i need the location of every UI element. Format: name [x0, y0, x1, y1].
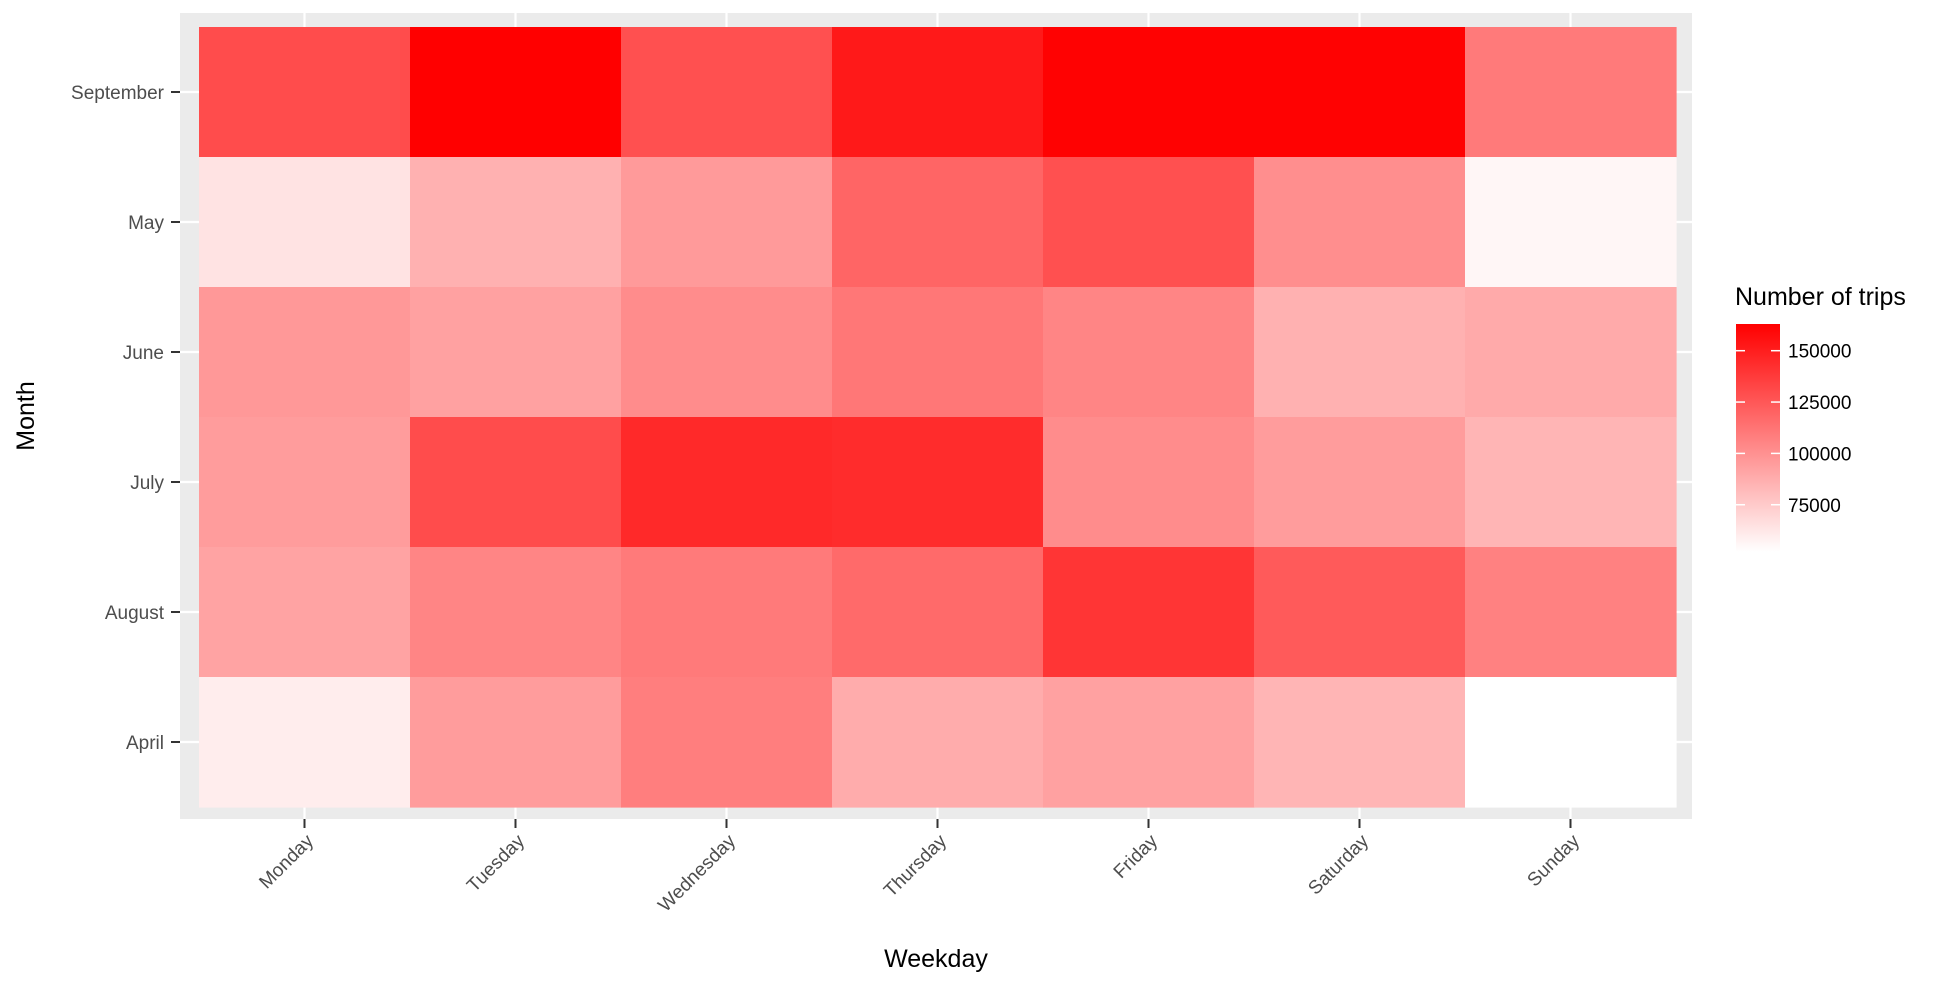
colorbar-legend: Number of trips 75000 100000 125000 150000: [1735, 283, 1906, 552]
x-tick-label-friday: Friday: [1110, 830, 1163, 883]
tile-august-sunday: [1465, 547, 1677, 678]
tile-may-monday: [199, 157, 411, 288]
tile-may-thursday: [832, 157, 1044, 288]
tile-april-monday: [199, 677, 411, 808]
y-tick-label-may: May: [128, 213, 164, 234]
colorbar-tick-label-75000: 75000: [1788, 496, 1841, 517]
x-tick-label-tuesday: Tuesday: [463, 830, 529, 896]
tile-august-tuesday: [410, 547, 622, 678]
tile-september-sunday: [1465, 27, 1677, 158]
tile-september-thursday: [832, 27, 1044, 158]
tile-july-wednesday: [621, 417, 833, 548]
tile-july-tuesday: [410, 417, 622, 548]
colorbar-tick-label-100000: 100000: [1788, 444, 1851, 465]
tile-september-wednesday: [621, 27, 833, 158]
tile-june-saturday: [1254, 287, 1466, 418]
tile-april-wednesday: [621, 677, 833, 808]
x-axis: Monday Tuesday Wednesday Thursday Friday Satu…: [255, 819, 1584, 916]
tile-april-thursday: [832, 677, 1044, 808]
tile-may-friday: [1043, 157, 1255, 288]
x-tick-label-thursday: Thursday: [880, 830, 951, 901]
colorbar: [1736, 324, 1780, 552]
y-axis: September May June July August April: [71, 83, 180, 754]
x-tick-label-saturday: Saturday: [1304, 830, 1373, 899]
tile-august-monday: [199, 547, 411, 678]
y-tick-label-september: September: [71, 83, 165, 104]
tile-september-monday: [199, 27, 411, 158]
tile-september-tuesday: [410, 27, 622, 158]
tile-april-friday: [1043, 677, 1255, 808]
colorbar-ticks: 75000 100000 125000 150000: [1736, 342, 1851, 517]
tile-september-saturday: [1254, 27, 1466, 158]
x-tick-label-monday: Monday: [255, 830, 318, 893]
tile-may-wednesday: [621, 157, 833, 288]
tile-july-monday: [199, 417, 411, 548]
legend-title: Number of trips: [1735, 283, 1906, 311]
tile-june-tuesday: [410, 287, 622, 418]
tile-july-sunday: [1465, 417, 1677, 548]
tile-may-tuesday: [410, 157, 622, 288]
tile-august-saturday: [1254, 547, 1466, 678]
tile-july-thursday: [832, 417, 1044, 548]
x-tick-label-wednesday: Wednesday: [654, 830, 740, 916]
tile-april-tuesday: [410, 677, 622, 808]
tile-june-monday: [199, 287, 411, 418]
y-tick-label-july: July: [130, 473, 164, 494]
tile-august-wednesday: [621, 547, 833, 678]
tile-june-wednesday: [621, 287, 833, 418]
colorbar-tick-label-150000: 150000: [1788, 342, 1851, 363]
heatmap-tiles: [199, 27, 1677, 808]
y-tick-label-june: June: [123, 343, 164, 364]
x-tick-label-sunday: Sunday: [1524, 830, 1585, 891]
tile-may-sunday: [1465, 157, 1677, 288]
x-axis-title: Weekday: [884, 945, 988, 973]
colorbar-tick-label-125000: 125000: [1788, 393, 1851, 414]
tile-april-sunday: [1465, 677, 1677, 808]
tile-august-thursday: [832, 547, 1044, 678]
y-tick-label-august: August: [105, 603, 165, 624]
tile-june-sunday: [1465, 287, 1677, 418]
tile-august-friday: [1043, 547, 1255, 678]
tile-june-thursday: [832, 287, 1044, 418]
tile-may-saturday: [1254, 157, 1466, 288]
tile-september-friday: [1043, 27, 1255, 158]
y-tick-label-april: April: [126, 733, 164, 754]
tile-july-friday: [1043, 417, 1255, 548]
tile-april-saturday: [1254, 677, 1466, 808]
y-axis-title: Month: [12, 381, 40, 450]
tile-june-friday: [1043, 287, 1255, 418]
tile-july-saturday: [1254, 417, 1466, 548]
